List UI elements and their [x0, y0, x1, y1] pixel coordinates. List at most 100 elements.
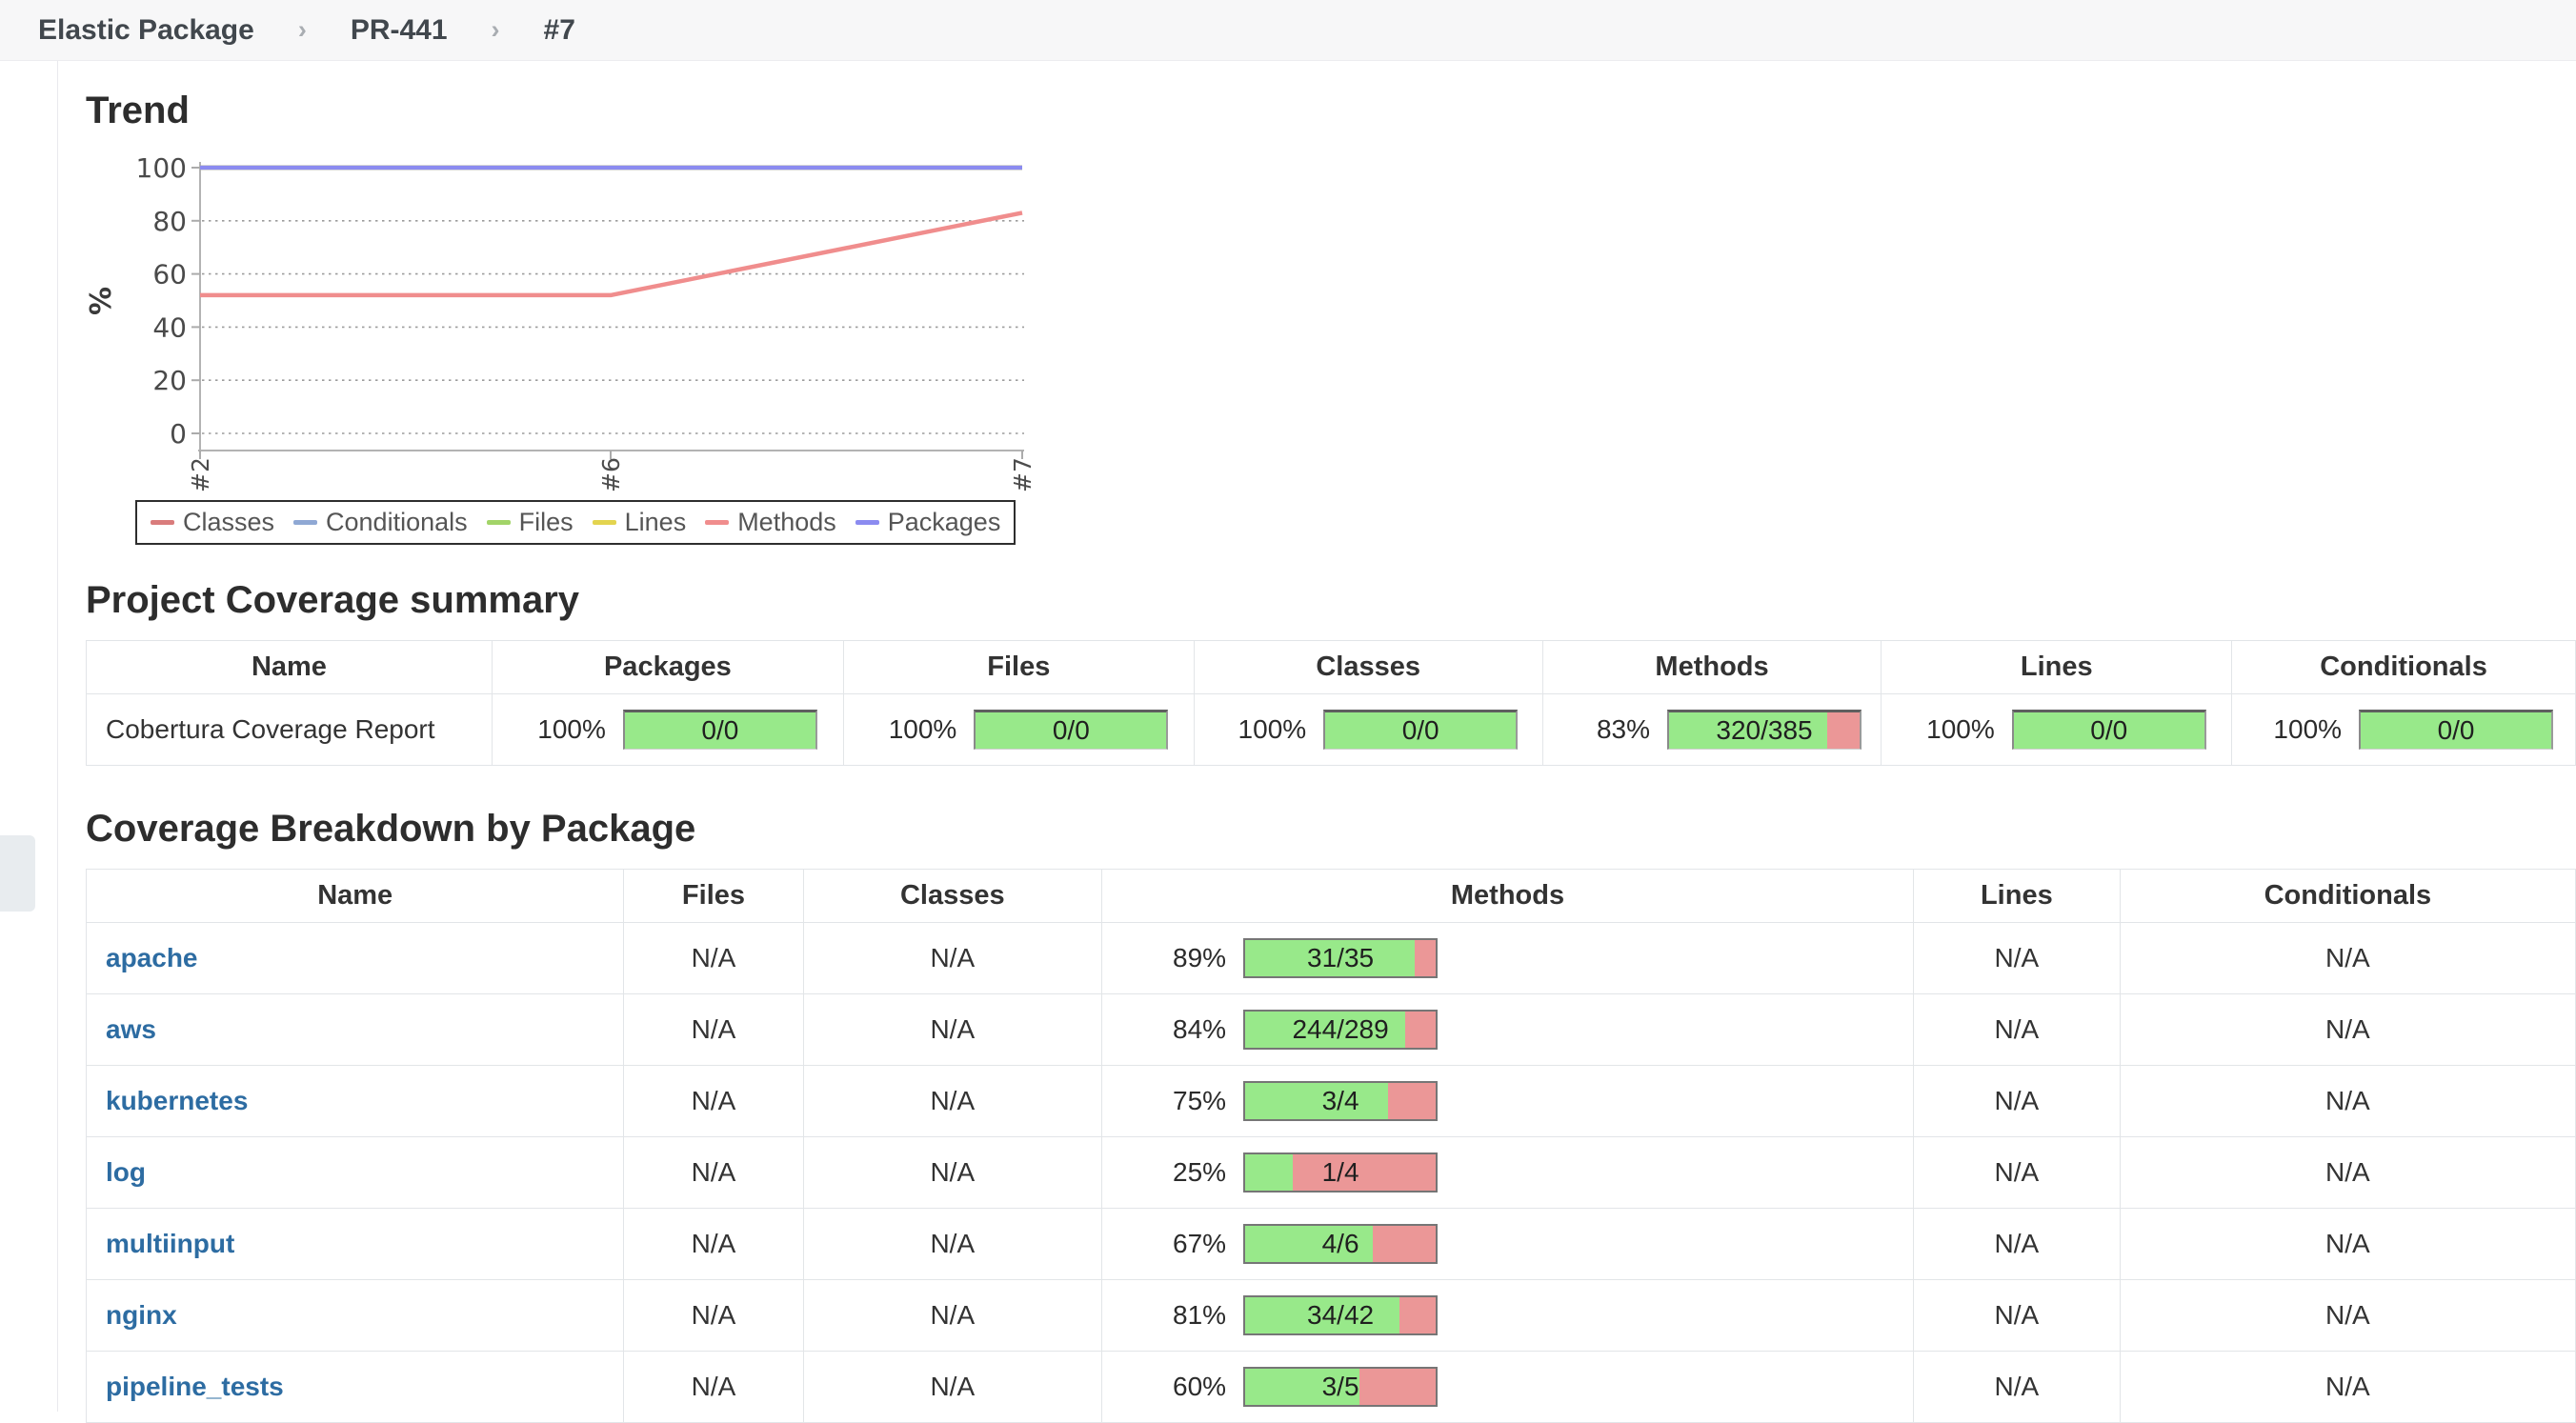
coverage-bar: 0/0: [2359, 710, 2554, 750]
coverage-bar-red: [1405, 1012, 1437, 1048]
summary-table-header: Name Packages Files Classes Methods Lines Cond…: [86, 640, 2576, 694]
column-header-classes: Classes: [802, 869, 1103, 923]
files-cell: N/A: [623, 1136, 804, 1209]
coverage-ratio: 3/4: [1321, 1086, 1359, 1115]
lines-cell: N/A: [1912, 1279, 2121, 1352]
coverage-bar: 31/35: [1243, 938, 1439, 978]
coverage-bar-red: [1827, 712, 1861, 749]
coverage-ratio: 1/4: [1321, 1157, 1359, 1187]
coverage-percent: 67%: [1173, 1229, 1227, 1258]
coverage-ratio: 0/0: [1401, 715, 1439, 745]
coverage-percent: 84%: [1173, 1014, 1227, 1044]
package-link-apache[interactable]: apache: [106, 943, 198, 972]
legend-label: Conditionals: [326, 508, 468, 536]
methods-cell: 84% 244/289: [1101, 993, 1914, 1066]
legend-item-lines[interactable]: Lines: [592, 508, 686, 537]
package-name-cell: multiinput: [85, 1208, 625, 1280]
legend-item-conditionals[interactable]: Conditionals: [293, 508, 468, 537]
package-row: multiinput N/A N/A 67% 4/6 N/A N/A: [85, 1208, 2576, 1280]
y-tick-label: 60: [152, 259, 187, 291]
coverage-ratio: 0/0: [1052, 715, 1090, 745]
summary-header-row: Name Packages Files Classes Methods Lines Cond…: [86, 640, 2576, 694]
column-header-packages: Packages: [491, 640, 844, 694]
files-cell: N/A: [623, 1351, 804, 1423]
legend-item-packages[interactable]: Packages: [855, 508, 1000, 537]
coverage-percent: 89%: [1173, 943, 1227, 972]
coverage-percent: 25%: [1173, 1157, 1227, 1187]
methods-cell: 60% 3/5: [1101, 1351, 1914, 1423]
lines-cell: N/A: [1912, 993, 2121, 1066]
content-left-divider: [57, 61, 58, 1412]
metric-cell: 25% 1/4: [1102, 1152, 1913, 1193]
collapsed-side-panel-handle[interactable]: [0, 835, 35, 912]
package-row: nginx N/A N/A 81% 34/42 N/A N/A: [85, 1279, 2576, 1352]
coverage-bar-green: [1325, 712, 1517, 749]
legend-item-methods[interactable]: Methods: [705, 508, 836, 537]
coverage-bar-red: [1373, 1226, 1437, 1262]
methods-cell: 67% 4/6: [1101, 1208, 1914, 1280]
package-link-multiinput[interactable]: multiinput: [106, 1229, 235, 1258]
column-header-conditionals: Conditionals: [2231, 640, 2576, 694]
legend-item-files[interactable]: Files: [486, 508, 574, 537]
breadcrumb-item--7[interactable]: #7: [543, 13, 575, 46]
package-link-kubernetes[interactable]: kubernetes: [106, 1086, 249, 1115]
coverage-ratio: 0/0: [2437, 715, 2475, 745]
coverage-bar-green: [2361, 712, 2552, 749]
conditionals-cell: N/A: [2119, 1351, 2576, 1423]
metric-cell: 100% 0/0: [2232, 710, 2575, 750]
coverage-bar-green: [1245, 1226, 1374, 1262]
classes-cell: N/A: [802, 1208, 1103, 1280]
conditionals-cell: N/A: [2119, 1279, 2576, 1352]
coverage-bar: 244/289: [1243, 1010, 1439, 1050]
package-name-cell: pipeline_tests: [85, 1351, 625, 1423]
coverage-bar-red: [1388, 1083, 1437, 1119]
column-header-lines: Lines: [1912, 869, 2121, 923]
breadcrumb-item-elastic-package[interactable]: Elastic Package: [38, 13, 254, 46]
y-axis-label: %: [86, 287, 118, 315]
coverage-bar: 0/0: [1323, 710, 1519, 750]
coverage-bar-green: [1669, 712, 1828, 749]
legend-swatch-methods: [705, 520, 730, 525]
methods-cell: 25% 1/4: [1101, 1136, 1914, 1209]
package-link-aws[interactable]: aws: [106, 1014, 156, 1044]
legend-item-classes[interactable]: Classes: [151, 508, 274, 537]
trend-legend: Classes Conditionals Files Lines Methods Pack…: [135, 500, 1016, 545]
lines-cell: N/A: [1912, 922, 2121, 994]
breakdown-heading: Coverage Breakdown by Package: [86, 808, 696, 850]
x-tick-label: #2: [187, 457, 214, 492]
conditionals-cell: N/A: [2119, 993, 2576, 1066]
package-link-nginx[interactable]: nginx: [106, 1300, 177, 1330]
coverage-percent: 100%: [2273, 714, 2343, 744]
metric-cell: 100% 0/0: [844, 710, 1194, 750]
breadcrumb-item-pr-441[interactable]: PR-441: [350, 13, 448, 46]
legend-swatch-packages: [855, 520, 879, 525]
column-header-files: Files: [623, 869, 804, 923]
coverage-percent: 100%: [537, 714, 606, 744]
legend-label: Files: [518, 508, 574, 536]
coverage-bar-green: [1245, 1369, 1360, 1405]
package-link-log[interactable]: log: [106, 1157, 146, 1187]
classes-cell: N/A: [802, 993, 1103, 1066]
metric-cell: 100% 0/0: [1882, 710, 2231, 750]
coverage-ratio: 244/289: [1292, 1014, 1389, 1044]
column-header-conditionals: Conditionals: [2119, 869, 2576, 923]
conditionals-cell: N/A: [2119, 1136, 2576, 1209]
summary-metric-cell-lines: 100% 0/0: [1881, 693, 2233, 766]
coverage-percent: 60%: [1173, 1372, 1227, 1401]
trend-chart-container: 0 20 40 60 80 100 #2 #6 #7% Classes Conditionals F…: [85, 139, 2576, 545]
package-row: pipeline_tests N/A N/A 60% 3/5 N/A N/A: [85, 1351, 2576, 1423]
y-tick-label: 80: [152, 206, 187, 237]
y-tick-label: 40: [152, 311, 187, 343]
package-name-cell: log: [85, 1136, 625, 1209]
coverage-bar: 3/5: [1243, 1367, 1439, 1407]
coverage-bar: 0/0: [622, 710, 817, 750]
coverage-ratio: 3/5: [1321, 1372, 1359, 1401]
trend-line-methods: [200, 210, 1023, 298]
lines-cell: N/A: [1912, 1065, 2121, 1137]
package-row: aws N/A N/A 84% 244/289 N/A N/A: [85, 993, 2576, 1066]
package-link-pipeline_tests[interactable]: pipeline_tests: [106, 1372, 284, 1401]
classes-cell: N/A: [802, 1065, 1103, 1137]
metric-cell: 84% 244/289: [1102, 1010, 1913, 1050]
y-tick-label: 100: [136, 152, 187, 184]
package-name-cell: kubernetes: [85, 1065, 625, 1137]
